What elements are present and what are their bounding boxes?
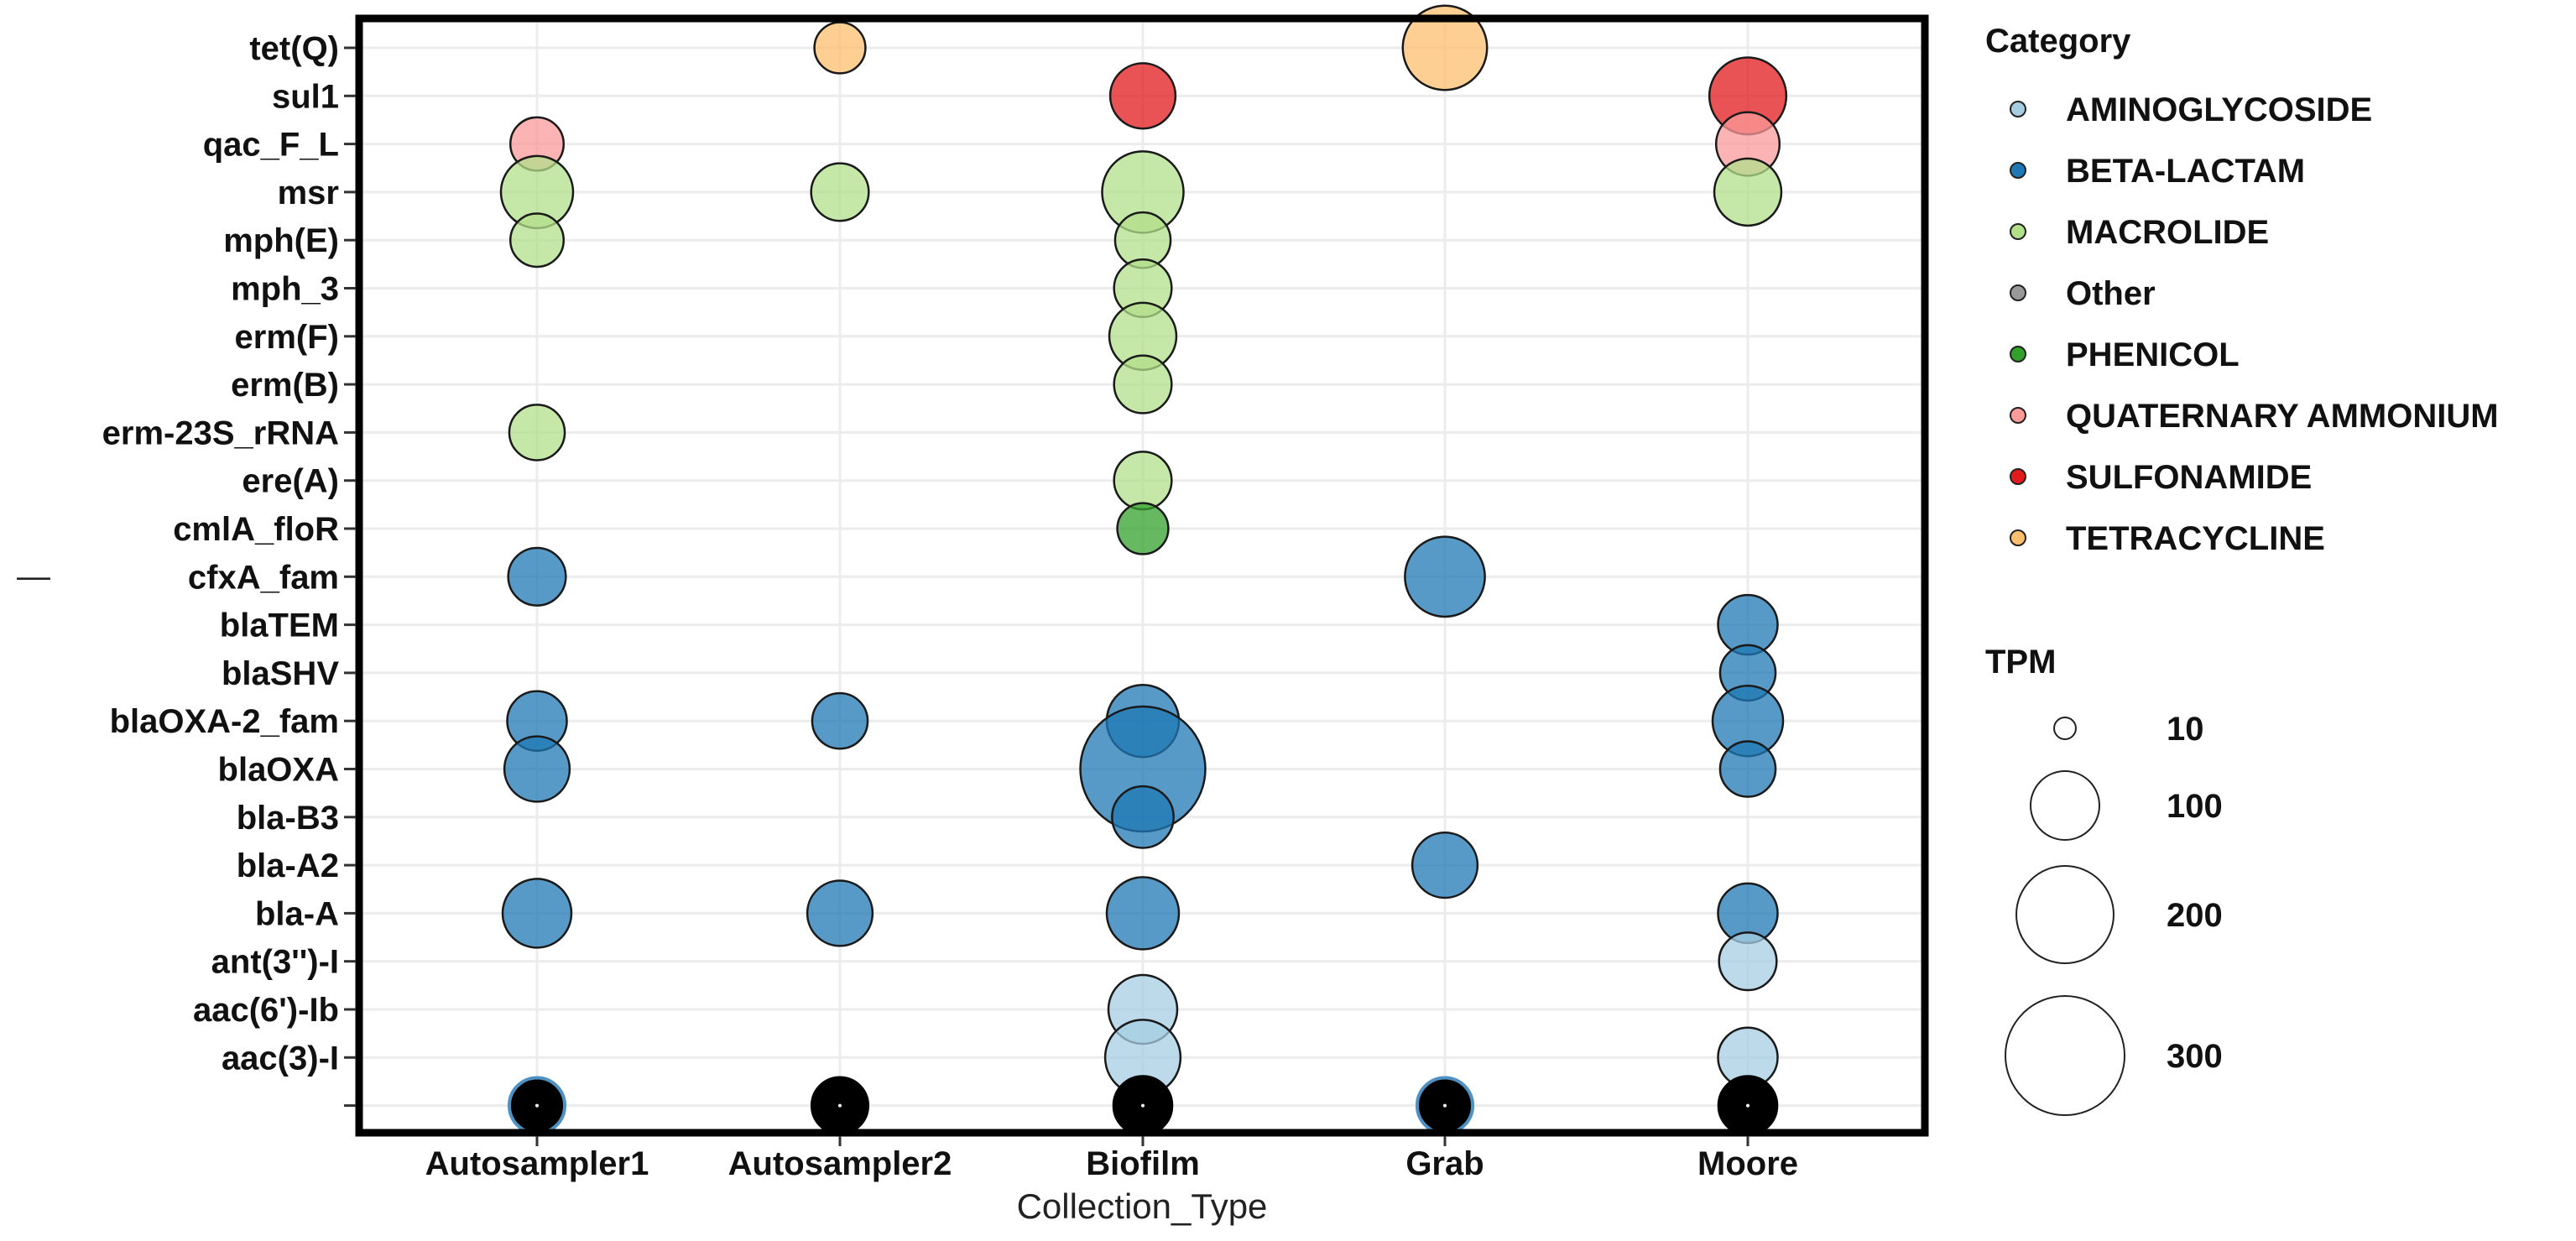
legend-entry: BETA-LACTAM [2066,153,2305,190]
legend-entry: QUATERNARY AMMONIUM [2066,398,2499,435]
legend-entry: AMINOGLYCOSIDE [2066,91,2372,128]
data-point [508,404,566,461]
data-point [1108,62,1177,130]
data-point [810,162,870,222]
y-tick-label: blaOXA [218,752,339,789]
legend-size-label: 10 [2167,711,2204,748]
y-tick-label: msr [278,175,339,211]
data-point [1718,740,1777,798]
y-tick-label: bla-A [255,895,339,932]
legend-swatch [2010,223,2026,240]
legend-size-label: 300 [2167,1038,2223,1075]
legend-entry: Other [2066,275,2156,312]
legend-swatch [2010,284,2026,301]
y-tick-label: qac_F_L [203,127,339,164]
x-tick-label: Autosampler2 [728,1145,952,1182]
y-tick-label: erm(B) [231,367,339,404]
legend-size-circle [2053,717,2077,740]
y-tick-label: blaOXA-2_fam [110,703,339,740]
legend-swatch [2010,468,2026,485]
data-point [507,546,567,607]
data-point [1113,354,1173,415]
legend-swatch [2010,162,2026,179]
legend: Category AMINOGLYCOSIDE BETA-LACTAM MACROLI… [1985,23,2499,1117]
x-tick-label: Autosampler1 [425,1145,649,1182]
data-point [1404,535,1486,618]
y-tick-label: sul1 [272,78,339,115]
x-tick-label: Grab [1405,1145,1484,1182]
data-point [1401,4,1489,91]
legend-swatch [2010,346,2026,362]
y-tick-label: erm-23S_rRNA [102,415,339,451]
data-point [1116,502,1170,555]
x-tick-label: Moore [1697,1145,1798,1182]
legend-swatch [2010,529,2026,546]
data-point [503,735,571,803]
y-tick-label: erm(F) [235,319,339,356]
legend-size-circle [2004,994,2126,1117]
data-point [813,21,867,75]
legend-size-circle [2015,865,2115,964]
y-tick-label: cmlA_floR [173,511,339,548]
legend-size-circle [2030,770,2100,841]
data-point [1105,876,1181,951]
y-tick-label: bla-A2 [237,847,339,884]
legend-size-label: 200 [2167,897,2223,934]
data-point [508,212,566,269]
data-point-center [1746,1103,1749,1108]
legend-entry: PHENICOL [2066,336,2240,373]
y-tick-label: aac(6')-Ib [193,992,339,1029]
y-tick-label: cfxA_fam [188,559,339,596]
legend-entry: MACROLIDE [2066,214,2269,251]
y-tick-labels: aac(3)-I aac(6')-Ib ant(3'')-I bla-A bla-A2 b… [102,30,356,1108]
data-point [1113,451,1173,511]
x-axis-label: Collection_Type [1017,1186,1268,1226]
y-tick-label: mph_3 [231,271,339,308]
data-point-center [535,1103,539,1108]
data-point [1111,785,1175,849]
data-point-center [1141,1103,1145,1108]
y-tick-label: mph(E) [223,222,339,259]
y-axis-label: — [17,558,50,595]
plot-border [355,14,1929,1137]
y-tick-label: aac(3)-I [222,1040,339,1077]
data-point [1411,831,1479,899]
data-point [1718,931,1778,992]
data-point-center [838,1103,842,1108]
legend-size-label: 100 [2167,788,2223,825]
legend-entry: SULFONAMIDE [2066,459,2312,496]
legend-category-title: Category [1985,23,2131,60]
legend-entry: TETRACYCLINE [2066,520,2325,557]
data-point [811,691,869,750]
data-point [501,878,573,949]
y-tick-label: bla-B3 [237,800,339,837]
legend-swatch [2010,101,2026,117]
y-tick-label: ere(A) [242,463,339,500]
y-tick-label: blaTEM [220,607,339,644]
legend-swatch [2010,407,2026,424]
y-tick-label: ant(3'')-I [211,944,339,981]
data-point [806,879,874,947]
data-point-center [1443,1103,1447,1108]
data-points [499,4,1788,1136]
y-tick-label: tet(Q) [249,30,339,67]
y-tick-label: blaSHV [222,655,339,692]
x-tick-labels: Autosampler1 Autosampler2 Biofilm Grab Moore [425,1136,1798,1182]
x-tick-label: Biofilm [1086,1145,1200,1182]
legend-size-title: TPM [1985,644,2056,680]
data-point [1713,157,1783,227]
